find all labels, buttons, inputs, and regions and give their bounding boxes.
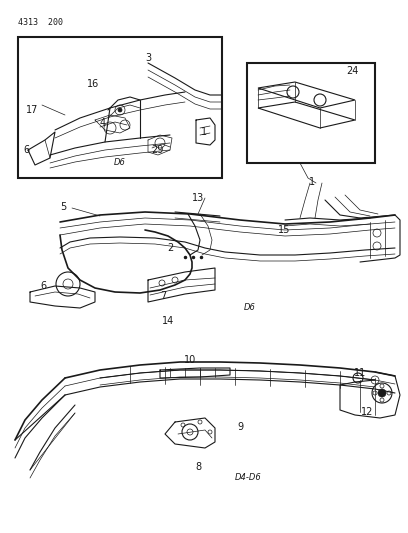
Text: 6: 6 (23, 145, 29, 155)
Text: 4: 4 (100, 118, 106, 128)
Text: 17: 17 (26, 105, 38, 115)
Text: 12: 12 (361, 407, 373, 417)
Text: 9: 9 (237, 422, 243, 432)
Text: 11: 11 (354, 368, 366, 378)
Text: D6: D6 (244, 303, 256, 312)
Text: 24: 24 (346, 66, 358, 76)
Text: 6: 6 (40, 281, 46, 291)
Text: 10: 10 (184, 355, 196, 365)
Text: D4-D6: D4-D6 (235, 473, 262, 482)
Text: 29: 29 (151, 145, 163, 155)
Text: 8: 8 (195, 462, 201, 472)
Circle shape (378, 389, 386, 397)
Text: 7: 7 (160, 291, 166, 301)
Text: 16: 16 (87, 79, 99, 89)
Text: 2: 2 (167, 243, 173, 253)
Text: 1: 1 (201, 127, 207, 137)
Bar (247, 63, 375, 163)
Text: 3: 3 (145, 53, 151, 63)
Circle shape (118, 108, 122, 112)
Text: 4313  200: 4313 200 (18, 18, 63, 27)
Text: 5: 5 (60, 202, 66, 212)
Bar (18, 37, 222, 178)
Text: D6: D6 (114, 158, 126, 167)
Text: 1: 1 (309, 177, 315, 187)
Text: 13: 13 (192, 193, 204, 203)
Text: 14: 14 (162, 316, 174, 326)
Text: 15: 15 (278, 225, 290, 235)
